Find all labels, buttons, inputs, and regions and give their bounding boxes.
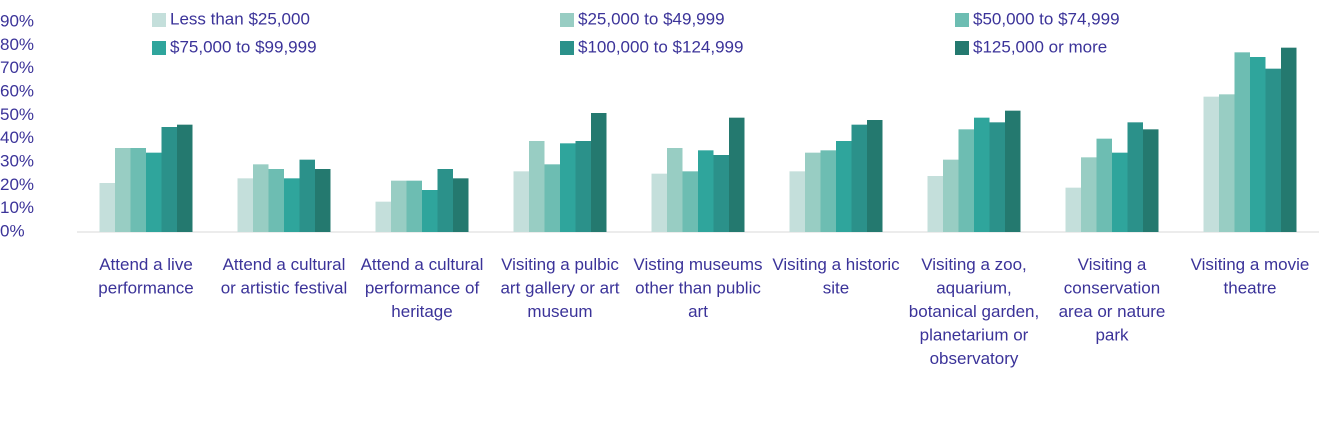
- bar: [1143, 129, 1159, 232]
- x-tick-label: Attend a cultural performance of heritage: [361, 255, 484, 321]
- legend-swatch: [152, 41, 166, 55]
- bar: [682, 171, 698, 232]
- y-tick-label: 60%: [0, 81, 34, 100]
- y-tick-label: 0%: [0, 221, 25, 240]
- bar: [1005, 110, 1021, 232]
- bar: [406, 180, 422, 232]
- bar: [805, 152, 821, 232]
- legend-swatch: [955, 41, 969, 55]
- bar: [820, 150, 836, 232]
- bar: [591, 113, 607, 232]
- x-tick-label: Visiting a historic site: [772, 255, 900, 298]
- bar: [375, 201, 391, 232]
- legend-label: $125,000 or more: [973, 37, 1107, 56]
- bar: [1096, 138, 1112, 232]
- bar: [974, 117, 990, 232]
- bar: [1250, 57, 1266, 232]
- bar: [575, 141, 591, 232]
- bar: [161, 127, 177, 232]
- bar: [284, 178, 300, 232]
- bar: [513, 171, 529, 232]
- y-tick-label: 20%: [0, 175, 34, 194]
- bar: [529, 141, 545, 232]
- x-tick-label: Attend a live performance: [98, 255, 193, 298]
- bar: [315, 169, 331, 232]
- bar: [560, 143, 576, 232]
- bar: [851, 124, 867, 232]
- bar: [544, 164, 560, 232]
- x-tick-label: Attend a cultural or artistic festival: [221, 255, 348, 298]
- legend-label: $75,000 to $99,999: [170, 37, 317, 56]
- bar: [391, 180, 407, 232]
- legend-label: Less than $25,000: [170, 9, 310, 28]
- x-tick-label: Visting museums other than public art: [633, 255, 762, 321]
- bar: [99, 183, 115, 232]
- bar: [253, 164, 269, 232]
- bar: [713, 155, 729, 232]
- bar: [437, 169, 453, 232]
- y-tick-label: 30%: [0, 151, 34, 170]
- legend-swatch: [560, 41, 574, 55]
- bar: [867, 120, 883, 232]
- legend-swatch: [152, 13, 166, 27]
- y-tick-label: 50%: [0, 105, 34, 124]
- bar: [698, 150, 714, 232]
- bar: [237, 178, 253, 232]
- bar: [299, 159, 315, 232]
- bar: [667, 148, 683, 232]
- legend-swatch: [955, 13, 969, 27]
- bar: [1203, 96, 1219, 233]
- bar: [422, 190, 438, 232]
- y-tick-label: 40%: [0, 128, 34, 147]
- bar: [958, 129, 974, 232]
- legend-swatch: [560, 13, 574, 27]
- y-tick-label: 90%: [0, 11, 34, 30]
- bar: [177, 124, 193, 232]
- bar: [943, 159, 959, 232]
- bar: [453, 178, 469, 232]
- x-tick-label: Visiting a movie theatre: [1191, 255, 1310, 298]
- bar: [1234, 52, 1250, 233]
- bar: [1081, 157, 1097, 232]
- bar: [1281, 47, 1297, 232]
- x-tick-label: Visiting a conservation area or nature park: [1059, 255, 1166, 345]
- y-tick-label: 10%: [0, 198, 34, 217]
- y-tick-label: 80%: [0, 35, 34, 54]
- legend-label: $100,000 to $124,999: [578, 37, 743, 56]
- bar: [130, 148, 146, 232]
- legend-label: $50,000 to $74,999: [973, 9, 1120, 28]
- bar: [146, 152, 162, 232]
- x-tick-label: Visiting a zoo, aquarium, botanical garden…: [909, 255, 1039, 368]
- bar: [927, 176, 943, 232]
- bar: [1219, 94, 1235, 232]
- bar: [268, 169, 284, 232]
- bar: [1112, 152, 1128, 232]
- bar: [651, 173, 667, 232]
- bar: [836, 141, 852, 232]
- bar: [789, 171, 805, 232]
- y-tick-label: 70%: [0, 58, 34, 77]
- bar: [1065, 187, 1081, 232]
- bar: [1265, 68, 1281, 233]
- bar: [115, 148, 131, 232]
- legend-label: $25,000 to $49,999: [578, 9, 725, 28]
- x-tick-label: Visiting a pulbic art gallery or art museu…: [500, 255, 619, 321]
- bar: [989, 122, 1005, 232]
- bar: [1127, 122, 1143, 232]
- bar: [729, 117, 745, 232]
